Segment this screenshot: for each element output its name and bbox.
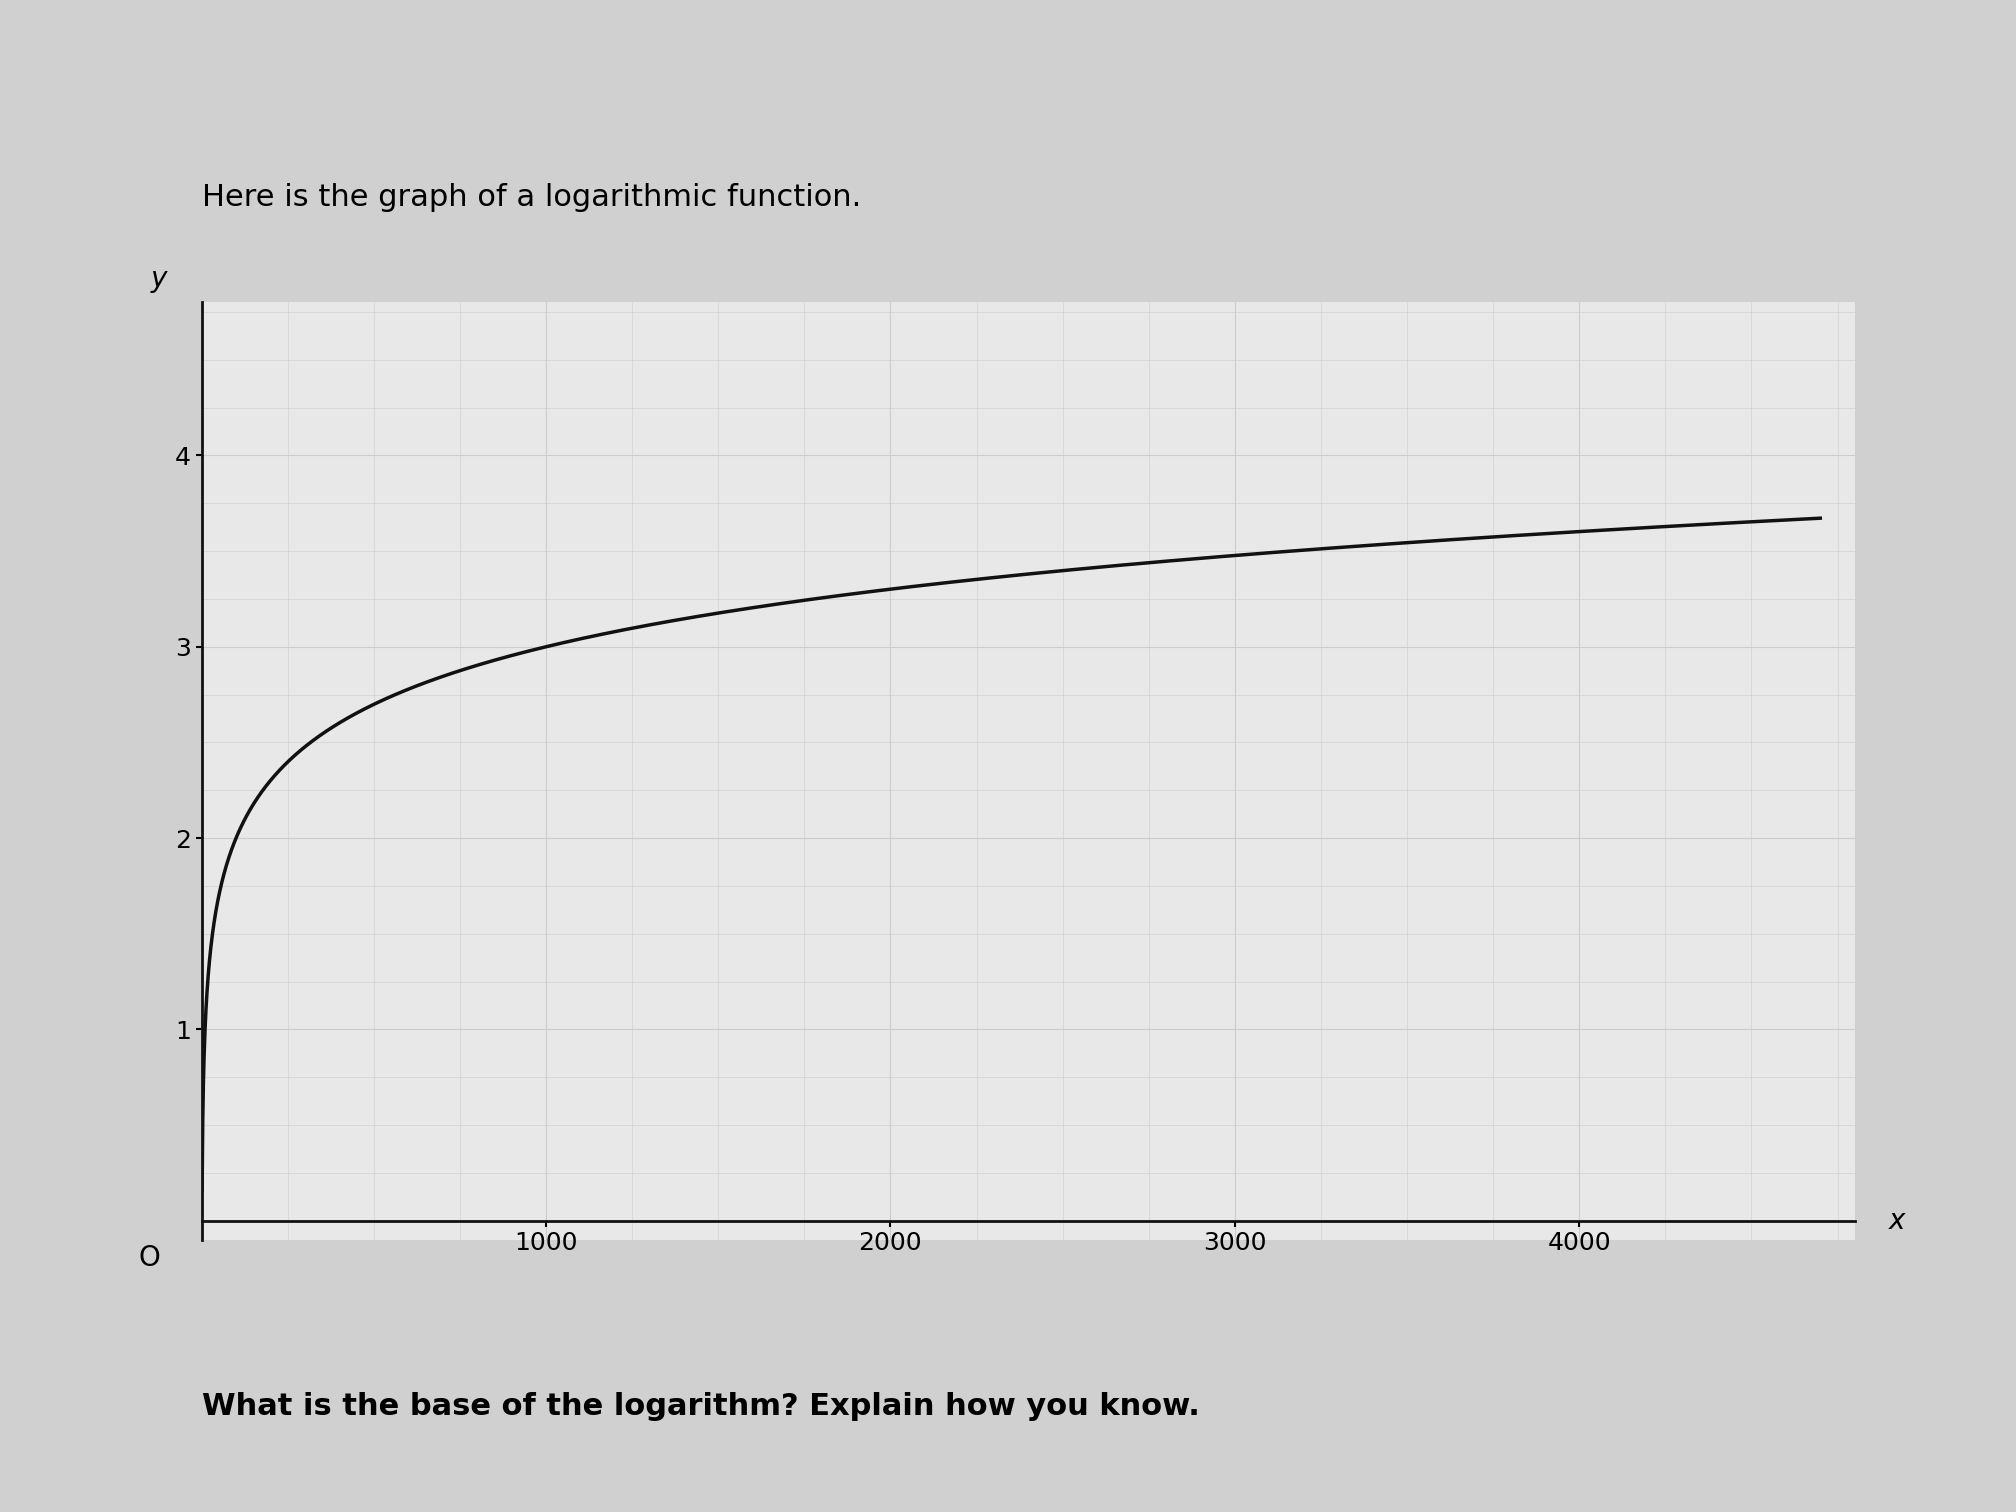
Text: O: O xyxy=(139,1244,161,1272)
Text: What is the base of the logarithm? Explain how you know.: What is the base of the logarithm? Expla… xyxy=(202,1393,1200,1421)
Text: x: x xyxy=(1889,1207,1905,1235)
Text: Here is the graph of a logarithmic function.: Here is the graph of a logarithmic funct… xyxy=(202,183,861,212)
Text: y: y xyxy=(151,265,167,293)
